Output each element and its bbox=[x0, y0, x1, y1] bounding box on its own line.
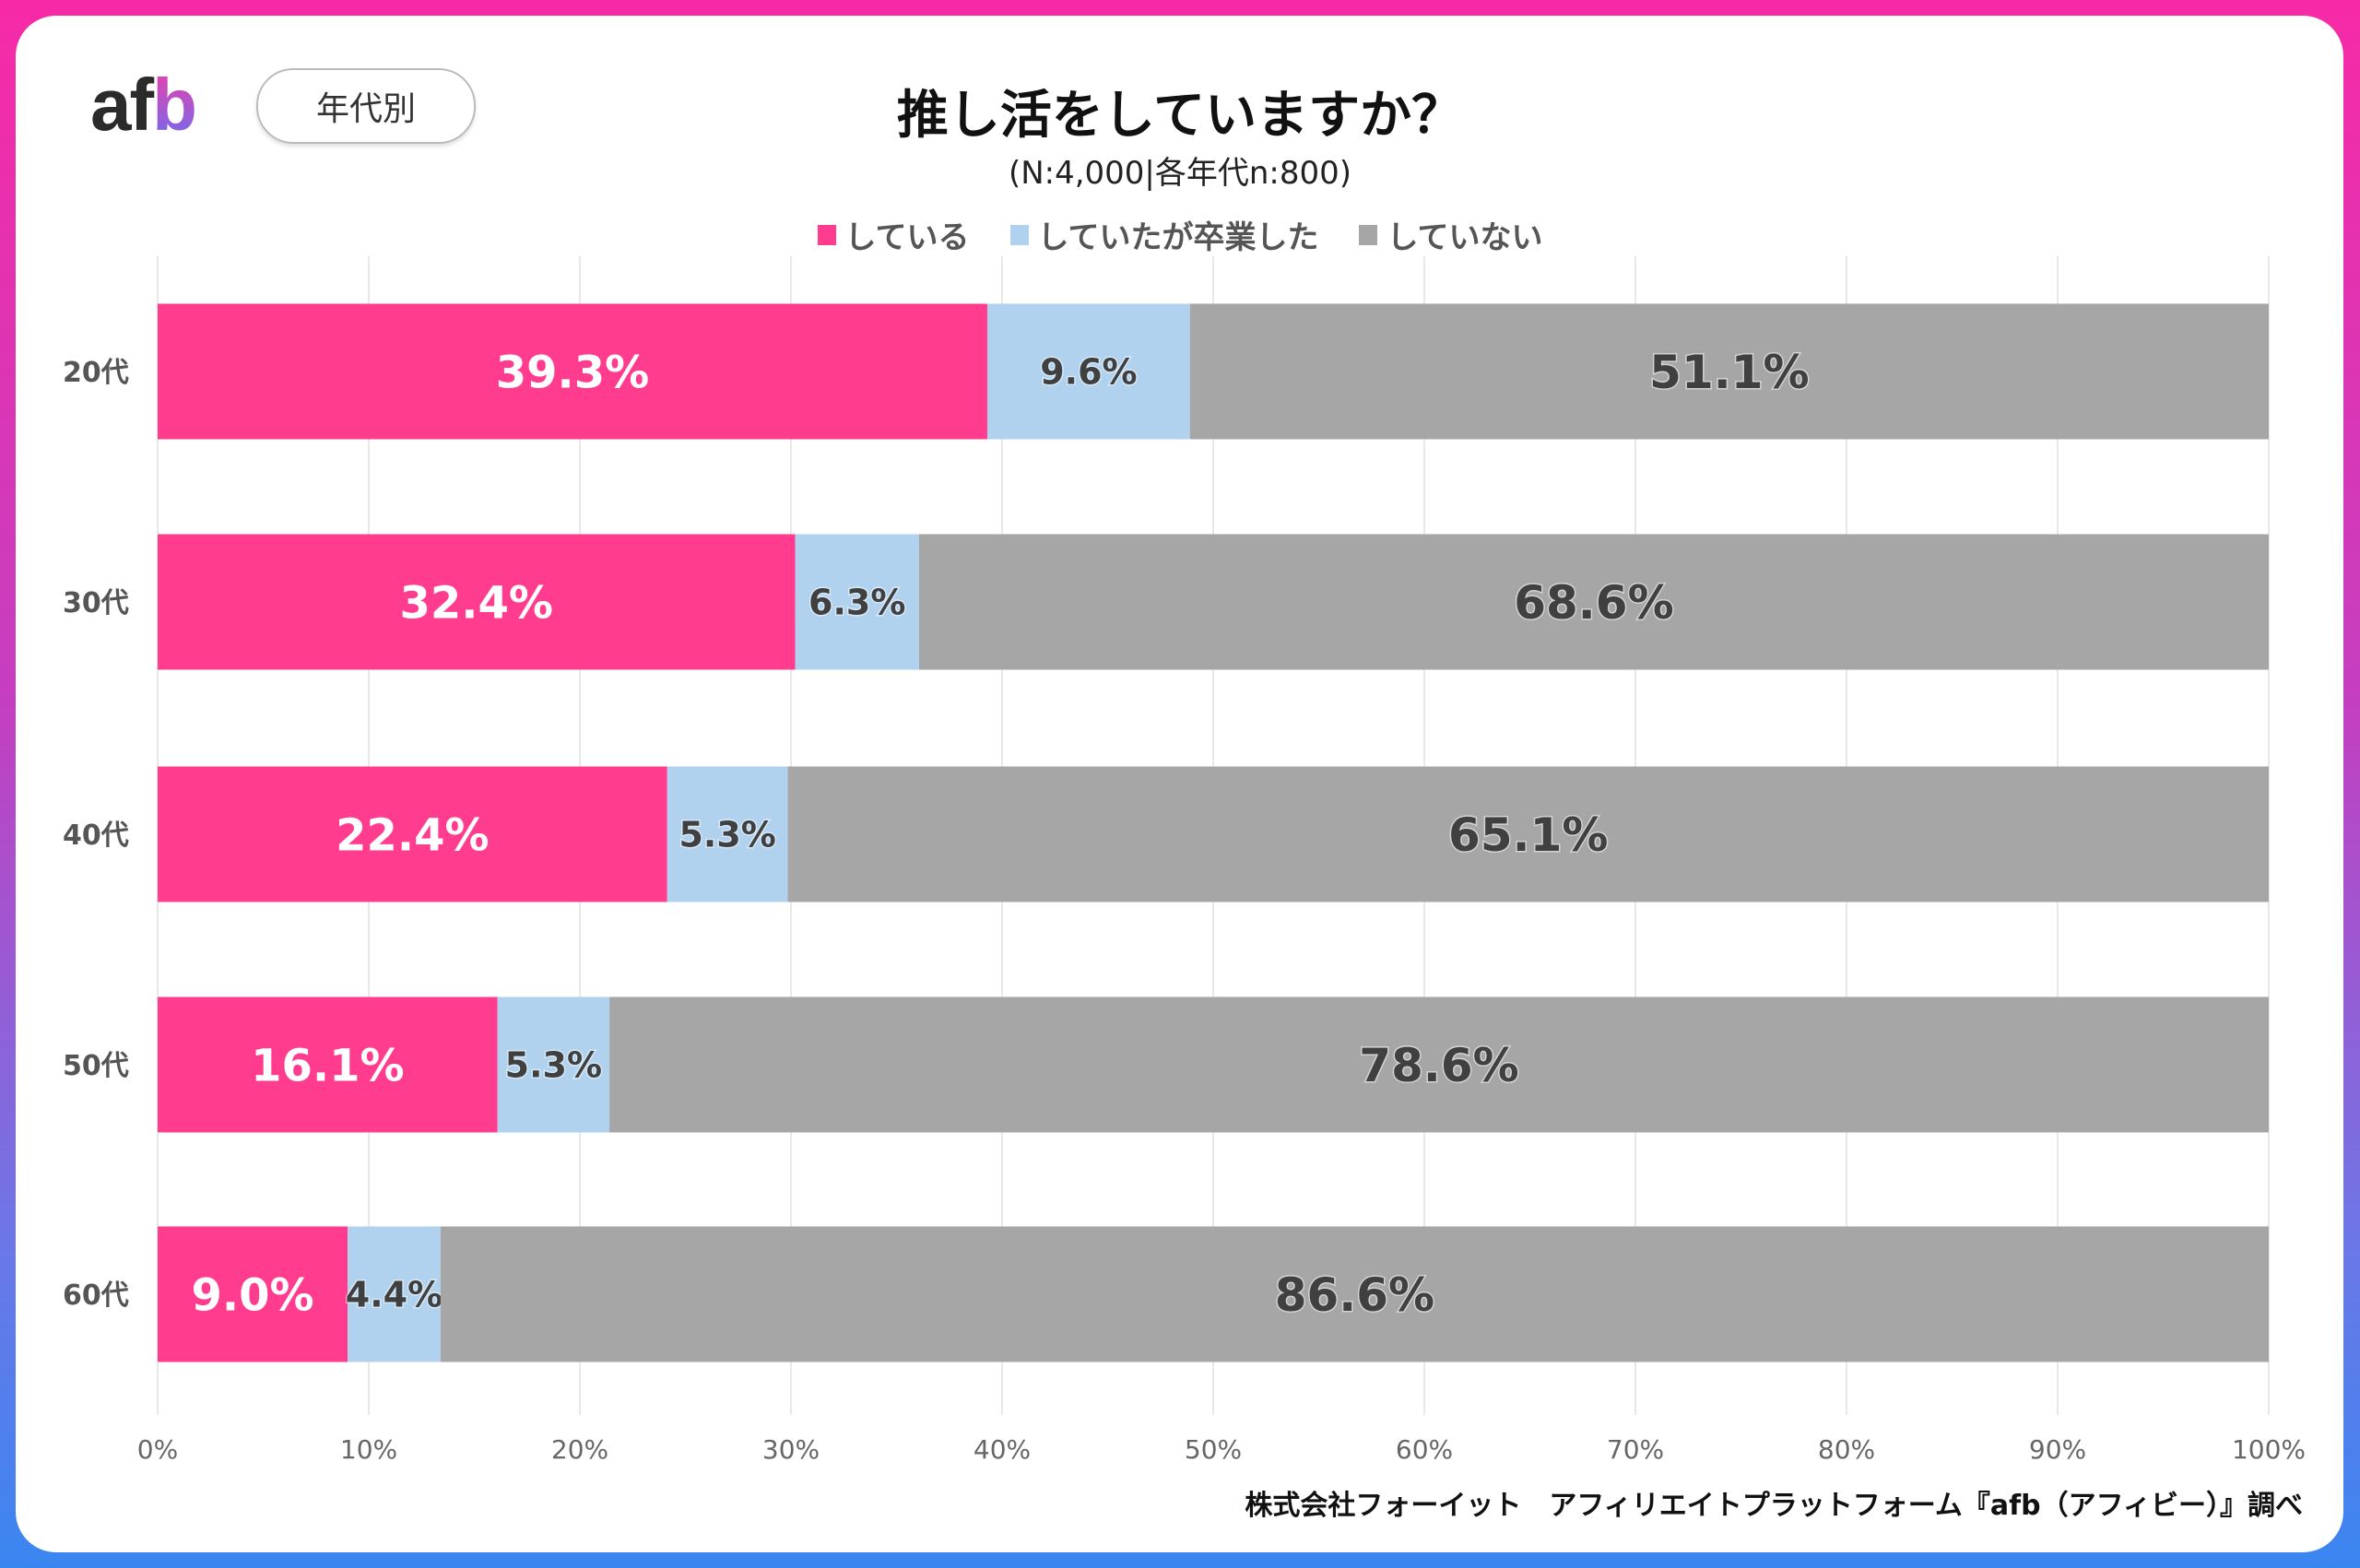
category-label: 50代 bbox=[63, 1050, 129, 1082]
legend-swatch bbox=[817, 224, 836, 245]
bar-segment bbox=[158, 303, 987, 440]
x-tick-label: 0% bbox=[137, 1434, 178, 1465]
legend: している していたが卒業した していない bbox=[0, 212, 2360, 257]
data-label: 6.3% bbox=[808, 583, 905, 623]
x-tick-label: 70% bbox=[1607, 1434, 1664, 1465]
bar-segment bbox=[986, 303, 1190, 440]
legend-swatch bbox=[1009, 224, 1029, 245]
category-label: 60代 bbox=[63, 1279, 129, 1312]
legend-item-graduated: していたが卒業した bbox=[1009, 212, 1319, 257]
data-label: 39.3% bbox=[496, 347, 650, 398]
bar-segment bbox=[918, 534, 2269, 670]
bar-segment bbox=[787, 766, 2269, 902]
chart-subtitle: (N:4,000|各年代n:800) bbox=[1008, 155, 1352, 192]
data-label: 51.1% bbox=[1649, 346, 1809, 399]
x-tick-label: 30% bbox=[762, 1434, 820, 1465]
bar-segment bbox=[795, 534, 919, 670]
legend-swatch bbox=[1359, 224, 1378, 245]
bar-segment bbox=[348, 1226, 441, 1362]
data-label: 78.6% bbox=[1359, 1039, 1518, 1092]
data-label: 68.6% bbox=[1514, 576, 1673, 630]
bar-segment bbox=[497, 996, 610, 1133]
bar-segment bbox=[158, 534, 796, 670]
x-tick-label: 10% bbox=[340, 1434, 397, 1465]
bar-segment bbox=[158, 766, 667, 902]
legend-label: している bbox=[844, 219, 970, 256]
category-label: 30代 bbox=[63, 587, 129, 619]
bar-segment bbox=[440, 1226, 2269, 1362]
data-label: 65.1% bbox=[1448, 808, 1608, 862]
source-note: 株式会社フォーイット アフィリエイトプラットフォーム『afb（アフィビー）』調べ bbox=[1245, 1490, 2303, 1522]
data-label: 4.4% bbox=[346, 1275, 442, 1315]
legend-item-not: していない bbox=[1359, 212, 1542, 257]
bar-segment bbox=[667, 766, 788, 902]
afb-logo: afb bbox=[90, 64, 197, 146]
data-label: 9.6% bbox=[1040, 352, 1137, 393]
category-label: 40代 bbox=[63, 819, 129, 852]
bar-segment bbox=[158, 1226, 348, 1362]
bar-segment bbox=[1189, 303, 2269, 440]
data-label: 9.0% bbox=[191, 1269, 313, 1321]
x-tick-label: 80% bbox=[1818, 1434, 1875, 1465]
data-label: 32.4% bbox=[399, 577, 553, 629]
x-tick-label: 90% bbox=[2029, 1434, 2086, 1465]
data-label: 86.6% bbox=[1275, 1268, 1434, 1322]
bar-segment bbox=[158, 996, 498, 1133]
legend-label: していない bbox=[1386, 219, 1543, 256]
data-label: 16.1% bbox=[251, 1040, 405, 1091]
category-label: 20代 bbox=[63, 357, 129, 389]
x-tick-label: 60% bbox=[1396, 1434, 1453, 1465]
bar-segment bbox=[609, 996, 2269, 1133]
x-tick-label: 40% bbox=[974, 1434, 1031, 1465]
data-label: 5.3% bbox=[678, 815, 775, 855]
x-tick-label: 20% bbox=[551, 1434, 608, 1465]
legend-item-active: している bbox=[817, 212, 970, 257]
x-tick-label: 100% bbox=[2232, 1434, 2306, 1465]
legend-label: していたが卒業した bbox=[1037, 219, 1319, 256]
x-tick-label: 50% bbox=[1185, 1434, 1242, 1465]
age-group-badge: 年代別 bbox=[256, 68, 476, 144]
data-label: 22.4% bbox=[336, 809, 490, 861]
chart-title: 推し活をしていますか？ bbox=[896, 86, 1464, 146]
data-label: 5.3% bbox=[505, 1045, 602, 1086]
